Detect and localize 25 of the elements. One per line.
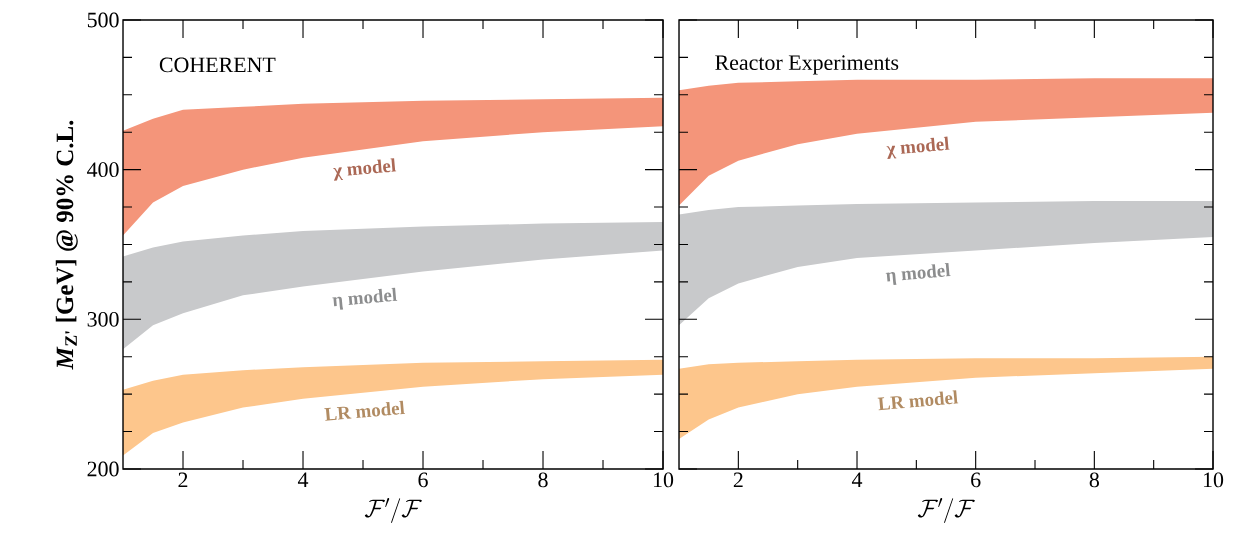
x-tick-label: 4 xyxy=(297,472,309,487)
y-tick-label: 500 xyxy=(87,12,119,28)
y-tick-label: 200 xyxy=(87,461,119,477)
annotation: LR model xyxy=(877,390,959,411)
x-tick-label: 10 xyxy=(1203,472,1224,488)
text: COHERENT xyxy=(159,57,276,73)
annotation: χ model xyxy=(886,136,950,160)
y-tick-label: 300 xyxy=(87,311,119,327)
annotation: η model xyxy=(885,262,951,285)
x-tick-label: 10 xyxy=(653,472,674,488)
x-axis-title: $\mathcal{F}'/\mathcal{F}$ xyxy=(364,498,422,523)
x-tick-label: 4 xyxy=(851,472,863,487)
annotation: η model xyxy=(332,287,398,310)
annotation: LR model xyxy=(324,400,405,421)
x-axis-title: $\mathcal{F}'/\mathcal{F}$ xyxy=(917,498,975,523)
x-tick-label: 6 xyxy=(418,472,428,488)
x-tick-label: 2 xyxy=(178,472,188,488)
x-tick-label: 8 xyxy=(1089,472,1099,488)
text: Reactor Experiments xyxy=(715,55,899,75)
y-tick-label: 400 xyxy=(87,162,119,178)
x-tick-label: 8 xyxy=(538,472,548,488)
x-tick-label: 6 xyxy=(971,472,981,488)
annotation: χ model xyxy=(333,158,397,181)
x-tick-label: 2 xyxy=(733,472,743,488)
y-axis-title: M$_{Z'}$ [GeV] @ 90% C.L. xyxy=(55,120,78,370)
